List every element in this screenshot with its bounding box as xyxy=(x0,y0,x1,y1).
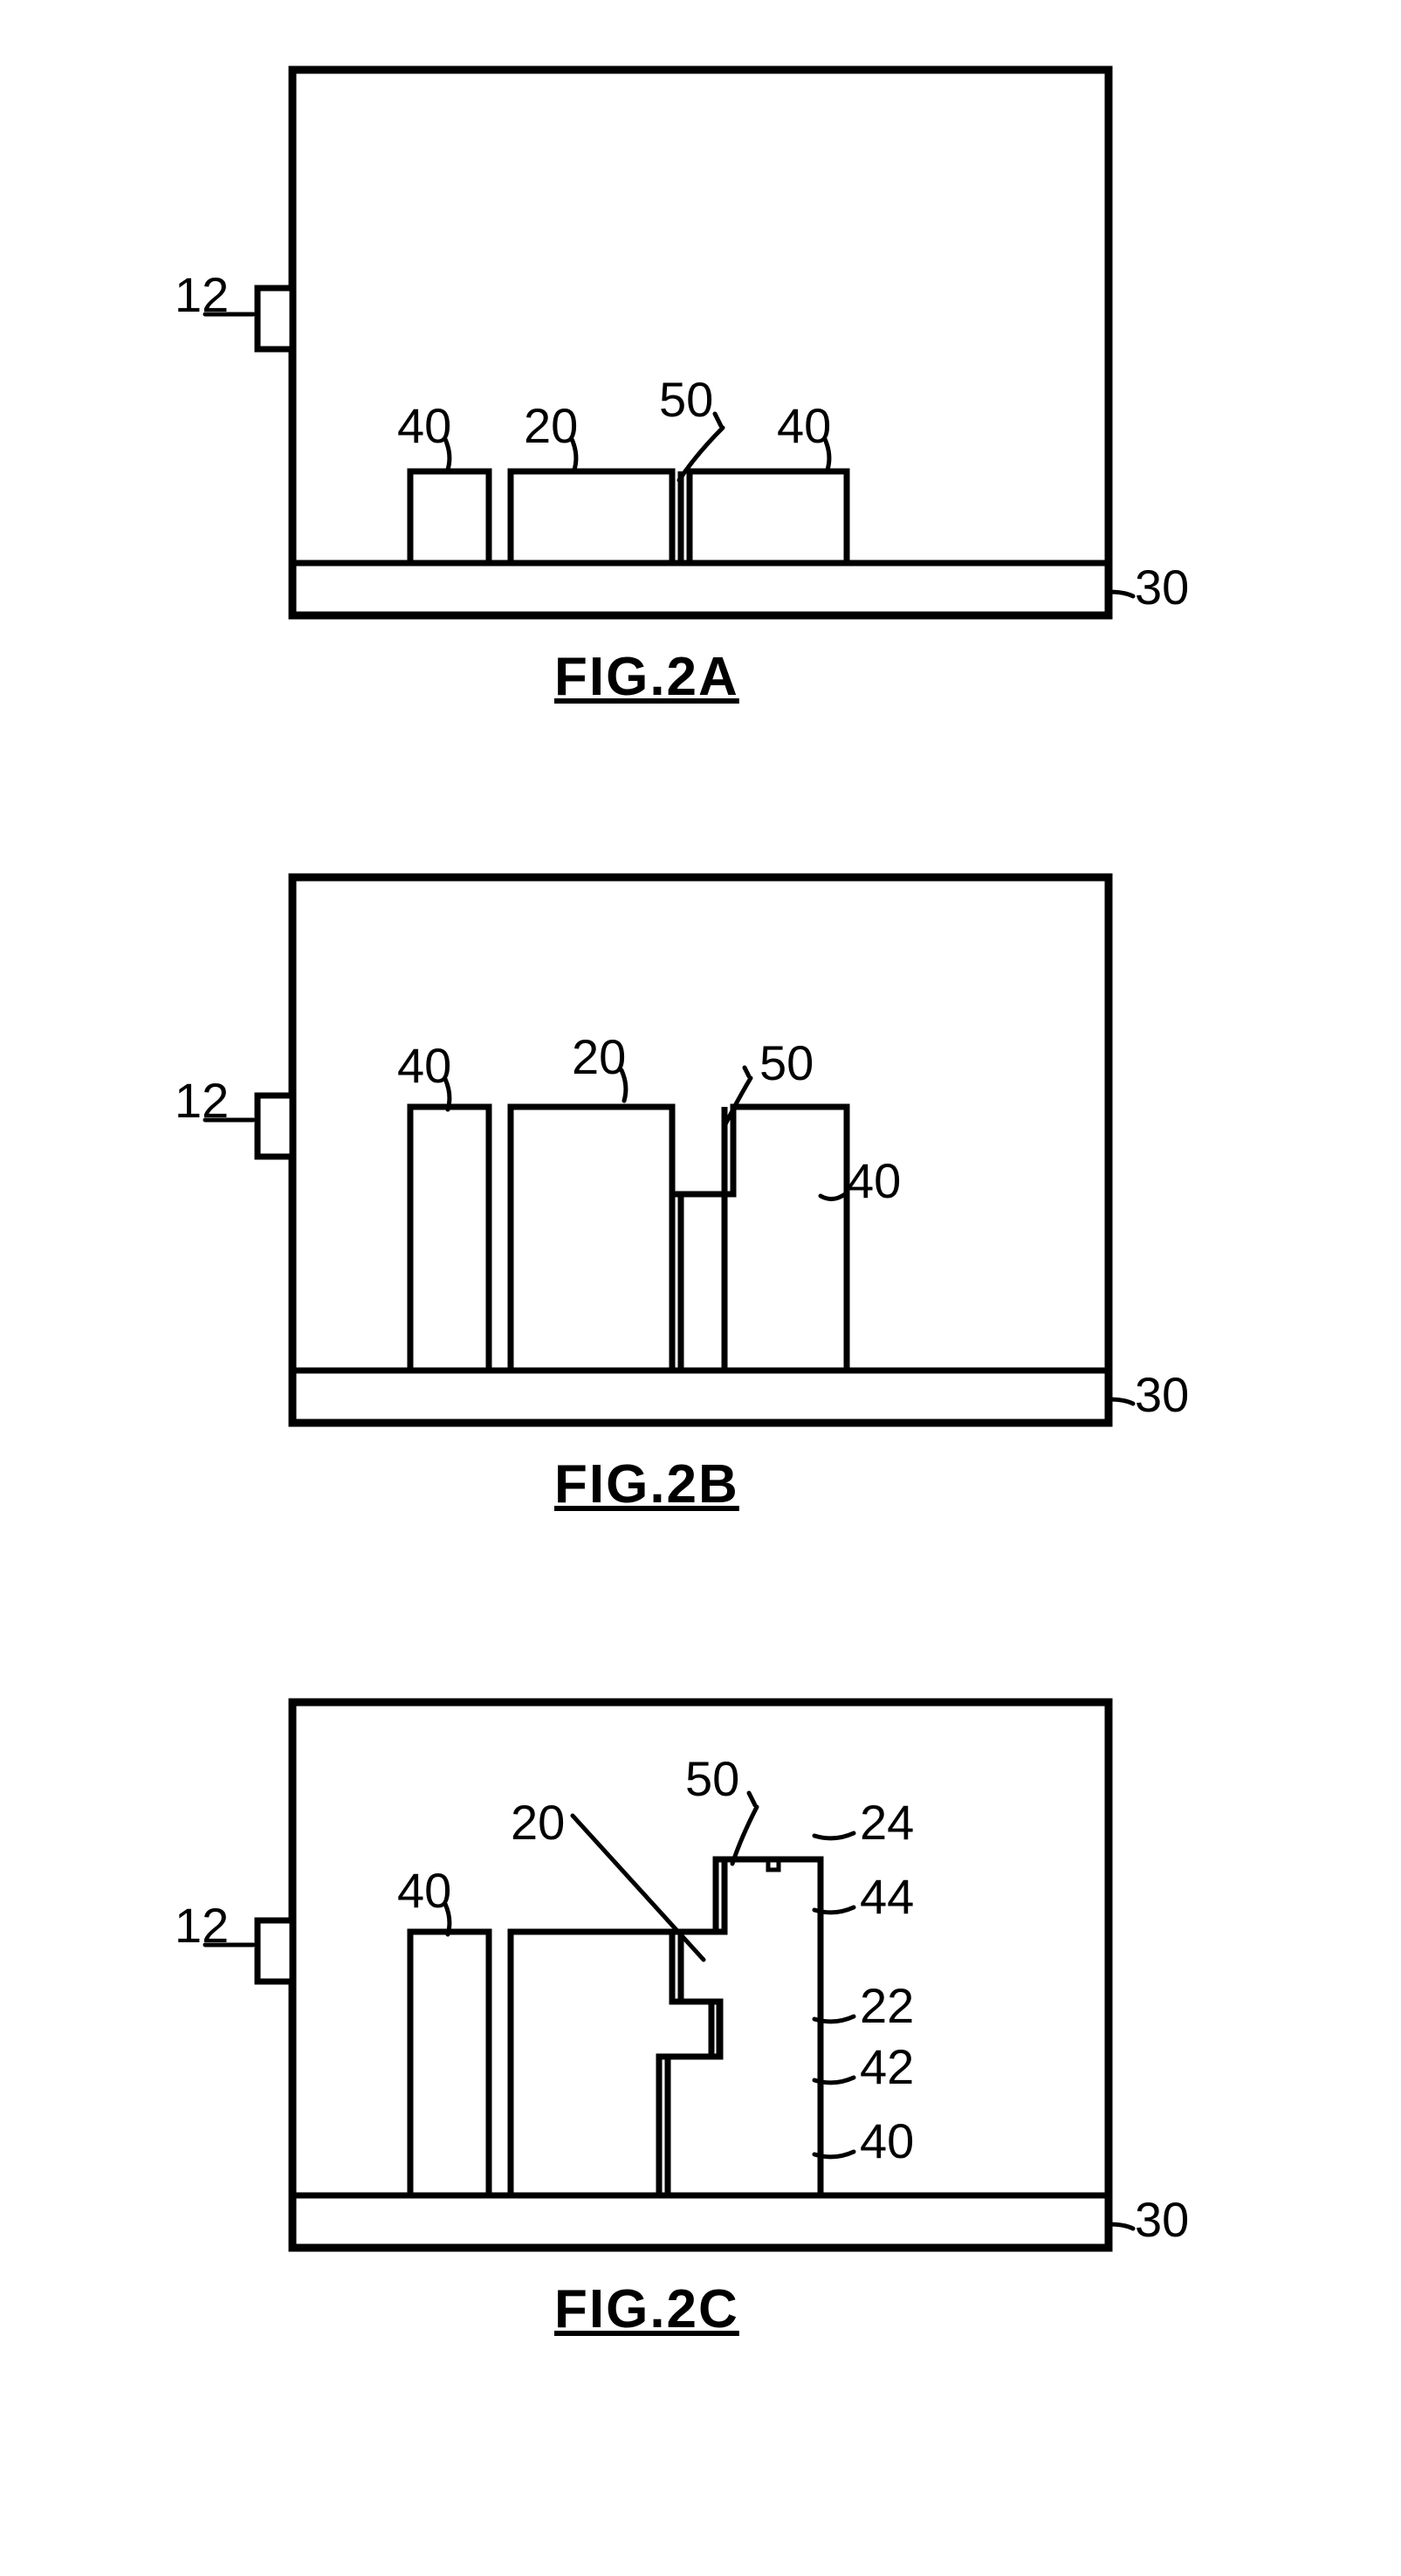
ref-label: 40 xyxy=(860,2112,914,2169)
ref-label: 42 xyxy=(860,2038,914,2095)
ref-label: 24 xyxy=(860,1794,914,1851)
panel-frame xyxy=(292,877,1109,1423)
ref-label: 50 xyxy=(659,371,713,428)
ref-label: 40 xyxy=(397,397,451,454)
ref-label: 12 xyxy=(175,266,229,323)
ref-label: 12 xyxy=(175,1897,229,1954)
ref-label: 50 xyxy=(685,1750,739,1807)
ref-label: 30 xyxy=(1135,1366,1189,1423)
figure-caption: FIG.2A xyxy=(554,646,739,708)
figure-caption: FIG.2C xyxy=(554,2278,739,2340)
ref-label: 40 xyxy=(847,1152,901,1209)
structures xyxy=(410,471,847,563)
leader-line xyxy=(821,1194,845,1199)
ref-label: 22 xyxy=(860,1977,914,2034)
figure-caption: FIG.2B xyxy=(554,1453,739,1515)
structures xyxy=(410,1107,847,1370)
base-plate xyxy=(292,1370,1109,1423)
structures xyxy=(410,1859,821,2195)
ref-label: 40 xyxy=(397,1862,451,1919)
ref-label: 20 xyxy=(524,397,578,454)
fig2c xyxy=(205,1702,1133,2248)
nozzle xyxy=(258,1096,292,1157)
nozzle xyxy=(258,1920,292,1982)
fig2a xyxy=(205,70,1133,615)
base-plate xyxy=(292,2195,1109,2248)
leader-line xyxy=(725,1068,751,1126)
fig2b xyxy=(205,877,1133,1423)
ref-label: 30 xyxy=(1135,2191,1189,2248)
ref-label: 30 xyxy=(1135,559,1189,615)
ref-label: 44 xyxy=(860,1868,914,1925)
ref-label: 40 xyxy=(777,397,831,454)
leader-line xyxy=(573,1816,704,1960)
nozzle xyxy=(258,288,292,349)
ref-label: 20 xyxy=(511,1794,565,1851)
ref-label: 40 xyxy=(397,1037,451,1094)
base-plate xyxy=(292,563,1109,615)
ref-label: 50 xyxy=(759,1034,814,1091)
ref-label: 12 xyxy=(175,1072,229,1129)
panel-frame xyxy=(292,70,1109,615)
ref-label: 20 xyxy=(572,1028,626,1085)
notch xyxy=(768,1859,779,1870)
leader-line xyxy=(814,1833,854,1838)
